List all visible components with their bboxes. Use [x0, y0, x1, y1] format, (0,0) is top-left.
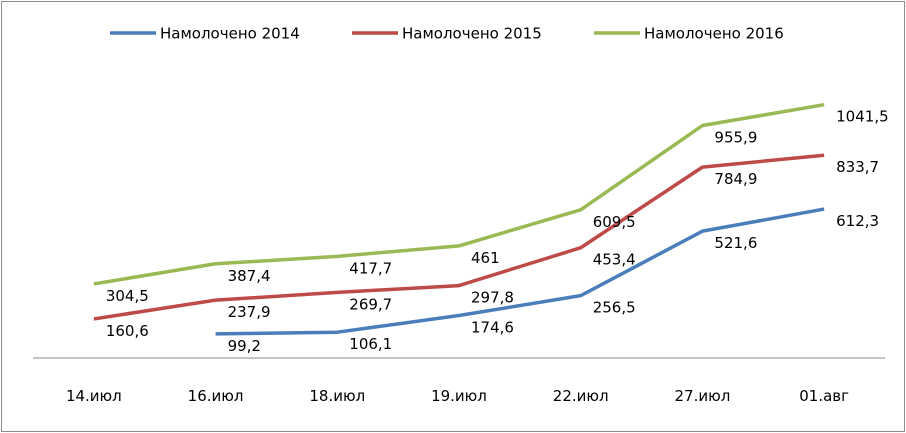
- x-axis-ticks: 14.июл 16.июл 18.июл 19.июл 22.июл 27.июл 01.а…: [66, 387, 849, 405]
- data-label: 609,5: [593, 213, 636, 231]
- legend-label: Намолочено 2016: [644, 25, 784, 43]
- data-label: 297,8: [471, 289, 514, 307]
- x-tick-label: 22.июл: [553, 387, 609, 405]
- data-label: 304,5: [106, 287, 149, 305]
- data-label: 521,6: [714, 234, 757, 252]
- x-tick-label: 01.авг: [799, 387, 849, 405]
- x-tick-label: 14.июл: [66, 387, 122, 405]
- data-label: 269,7: [349, 295, 392, 313]
- data-label: 99,2: [228, 337, 261, 355]
- data-label: 1041,5: [836, 108, 889, 126]
- data-label: 833,7: [836, 158, 879, 176]
- data-label: 612,3: [836, 212, 879, 230]
- legend: Намолочено 2014 Намолочено 2015 Намолочено…: [110, 25, 784, 43]
- data-labels: 99,2 106,1 174,6 256,5 521,6 612,3 160,6 237,9 2…: [106, 108, 889, 355]
- data-label: 106,1: [349, 335, 392, 353]
- data-label: 461: [471, 249, 500, 267]
- series-line: [93, 153, 825, 321]
- legend-label: Намолочено 2014: [160, 25, 300, 43]
- x-tick-label: 18.июл: [309, 387, 365, 405]
- legend-label: Намолочено 2015: [402, 25, 542, 43]
- series-line: [215, 207, 825, 336]
- data-label: 174,6: [471, 319, 514, 337]
- data-label: 417,7: [349, 259, 392, 277]
- data-label: 256,5: [593, 299, 636, 317]
- x-tick-label: 19.июл: [431, 387, 487, 405]
- data-label: 784,9: [714, 170, 757, 188]
- x-tick-label: 27.июл: [675, 387, 731, 405]
- series-line: [93, 102, 825, 286]
- data-label: 955,9: [714, 129, 757, 147]
- data-label: 453,4: [593, 251, 636, 269]
- legend-item: Намолочено 2014: [110, 25, 300, 43]
- data-label: 160,6: [106, 322, 149, 340]
- data-label: 387,4: [228, 267, 271, 285]
- legend-item: Намолочено 2016: [594, 25, 784, 43]
- x-tick-label: 16.июл: [188, 387, 244, 405]
- legend-item: Намолочено 2015: [352, 25, 542, 43]
- series-lines: [93, 102, 825, 336]
- data-label: 237,9: [228, 303, 271, 321]
